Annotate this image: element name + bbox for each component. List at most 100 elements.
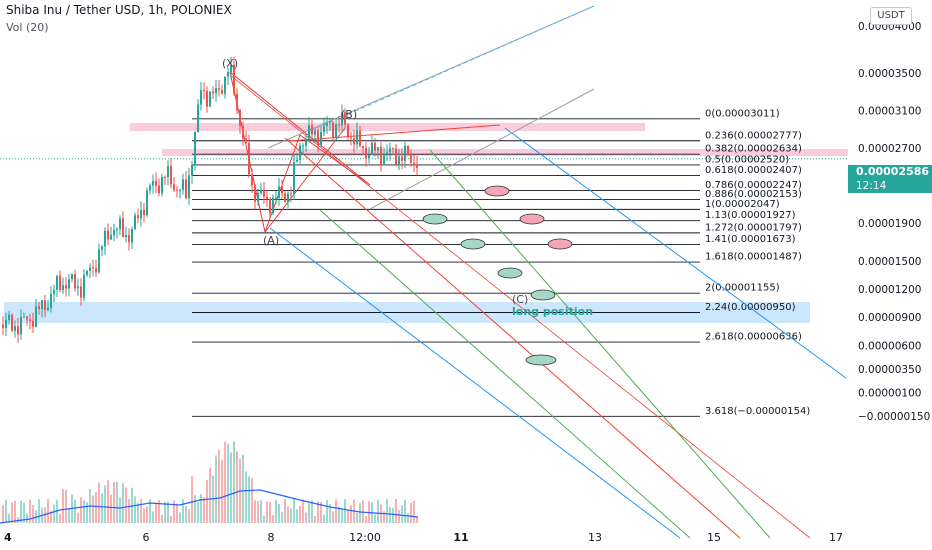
price-axis-tick: −0.00000150 xyxy=(858,411,930,423)
candle-body xyxy=(194,132,196,166)
candle-body xyxy=(233,64,235,94)
volume-bar xyxy=(182,499,184,523)
volume-bar xyxy=(95,492,97,523)
volume-bar xyxy=(215,455,217,523)
candle-body xyxy=(119,218,121,230)
volume-bar xyxy=(365,516,367,523)
candle-body xyxy=(326,123,328,126)
candle-body xyxy=(203,90,205,92)
candle-body xyxy=(140,209,142,219)
target-zone-ellipse xyxy=(422,213,448,225)
volume-bar xyxy=(389,507,391,523)
volume-bar xyxy=(146,506,148,523)
candle-body xyxy=(305,140,307,146)
target-zone-ellipse xyxy=(484,185,510,197)
candle-body xyxy=(128,234,130,243)
fib-level-label: 1.618(0.00001487) xyxy=(705,252,802,263)
volume-bar xyxy=(332,511,334,523)
candle-body xyxy=(179,189,181,191)
candle-body xyxy=(11,314,13,331)
candle-body xyxy=(266,196,268,199)
fib-level-label: 1(0.00002047) xyxy=(705,199,780,210)
candle-body xyxy=(290,193,292,195)
candle-body xyxy=(182,179,184,190)
last-price-tag: 0.00002586 12:14 xyxy=(848,165,932,193)
candle-body xyxy=(224,76,226,94)
volume-bar xyxy=(74,499,76,523)
volume-bar xyxy=(140,499,142,523)
volume-bar xyxy=(398,510,400,523)
candle-body xyxy=(362,146,364,148)
volume-bar xyxy=(8,513,10,523)
candle-body xyxy=(164,177,166,179)
volume-bar xyxy=(38,499,40,523)
volume-bar xyxy=(11,502,13,523)
fib-level-label: 3.618(−0.00000154) xyxy=(705,406,810,417)
candle-body xyxy=(53,289,55,294)
candle-body xyxy=(335,124,337,138)
wave-label-a: (A) xyxy=(263,234,279,247)
candle-body xyxy=(284,193,286,202)
wave-label-x: (X) xyxy=(222,57,238,70)
volume-bar xyxy=(218,449,220,523)
target-zone-ellipse xyxy=(525,354,557,366)
volume-bar xyxy=(26,513,28,523)
resistance-zone xyxy=(162,149,848,156)
candle-body xyxy=(17,326,19,335)
fib-level-label: 1.272(0.00001797) xyxy=(705,222,802,233)
fib-level-label: 0.236(0.00002777) xyxy=(705,130,802,141)
volume-bar xyxy=(176,503,178,523)
candle-body xyxy=(86,270,88,275)
candle-body xyxy=(227,72,229,77)
time-axis-tick: 13 xyxy=(588,531,602,544)
volume-bar xyxy=(17,516,19,523)
candle-body xyxy=(287,193,289,202)
candle-body xyxy=(176,189,178,191)
candle-body xyxy=(221,89,223,94)
volume-bar xyxy=(230,452,232,523)
price-axis-tick: 0.00001900 xyxy=(858,218,921,230)
candle-body xyxy=(365,147,367,159)
volume-bar xyxy=(302,499,304,523)
volume-bar xyxy=(404,499,406,523)
candle-body xyxy=(347,124,349,138)
candle-body xyxy=(206,90,208,107)
volume-bar xyxy=(173,500,175,523)
candle-body xyxy=(341,112,343,126)
candle-body xyxy=(50,293,52,308)
candle-body xyxy=(359,130,361,147)
candle-body xyxy=(173,184,175,190)
resistance-zone xyxy=(130,123,645,131)
volume-bar xyxy=(350,505,352,523)
volume-bar xyxy=(65,489,67,523)
volume-bar xyxy=(164,501,166,523)
candle-body xyxy=(332,122,334,138)
candle-body xyxy=(113,230,115,236)
candle-body xyxy=(143,209,145,216)
volume-bar xyxy=(206,480,208,523)
candle-body xyxy=(389,147,391,153)
volume-bar xyxy=(134,496,136,523)
candle-body xyxy=(320,132,322,146)
candle-body xyxy=(29,319,31,321)
long-position-annotation: long position xyxy=(512,305,593,318)
volume-bar xyxy=(44,507,46,523)
volume-bar xyxy=(107,480,109,523)
fib-level-label: 2(0.00001155) xyxy=(705,283,780,294)
volume-bar xyxy=(245,471,247,523)
volume-bar xyxy=(77,512,79,523)
volume-bar xyxy=(359,503,361,523)
wave-x-a-line xyxy=(229,71,371,186)
candle-body xyxy=(32,320,34,327)
candle-body xyxy=(248,143,250,175)
target-zone-ellipse xyxy=(460,238,486,250)
currency-scale-badge[interactable]: USDT xyxy=(870,7,912,25)
candle-body xyxy=(167,166,169,178)
fib-level-label: 0.618(0.00002407) xyxy=(705,165,802,176)
time-axis-tick: 12:00 xyxy=(349,531,381,544)
candle-body xyxy=(149,185,151,191)
volume-bar xyxy=(143,508,145,523)
candle-body xyxy=(263,190,265,197)
volume-bar xyxy=(113,482,115,523)
